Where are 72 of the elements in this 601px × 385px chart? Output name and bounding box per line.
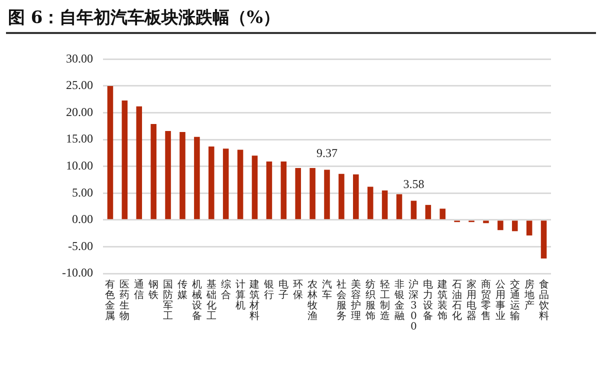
x-tick-label: 食品饮料 bbox=[538, 278, 549, 322]
bar bbox=[122, 100, 128, 220]
x-tick-label: 银行 bbox=[263, 279, 274, 301]
y-tick-label: 5.00 bbox=[72, 185, 93, 200]
x-tick-label: 农林牧渔 bbox=[306, 279, 318, 322]
y-tick-label: 0.00 bbox=[72, 212, 93, 226]
bar bbox=[165, 130, 171, 220]
bar bbox=[107, 86, 114, 220]
x-tick-label: 交通运输 bbox=[510, 278, 520, 322]
x-tick-label: 综合 bbox=[220, 278, 231, 301]
bar bbox=[266, 162, 272, 220]
bar bbox=[237, 150, 244, 220]
bar bbox=[208, 146, 214, 220]
x-tick-label: 医药生物 bbox=[120, 279, 130, 322]
y-tick-label: 10.00 bbox=[66, 158, 93, 173]
bar bbox=[425, 204, 432, 220]
bar bbox=[353, 174, 359, 220]
x-tick-label: 家用电器 bbox=[466, 278, 477, 322]
x-tick-label: 传媒 bbox=[177, 279, 188, 301]
y-tick-label: 25.00 bbox=[66, 78, 93, 92]
bar bbox=[498, 220, 504, 230]
x-tick-label: 纺织服饰 bbox=[364, 278, 376, 322]
bar bbox=[410, 200, 417, 220]
bar bbox=[526, 220, 532, 236]
x-tick-label: 沪深300 bbox=[408, 278, 419, 332]
bar bbox=[338, 174, 344, 220]
x-tick-label: 有色金属 bbox=[105, 278, 116, 322]
bar bbox=[324, 170, 330, 220]
y-tick-label: -10.00 bbox=[62, 266, 93, 280]
bar bbox=[540, 220, 547, 258]
y-tick-label: -5.00 bbox=[68, 238, 93, 253]
bar bbox=[367, 186, 374, 220]
x-tick-label: 美容护理 bbox=[350, 278, 361, 322]
bar bbox=[150, 124, 156, 220]
bar bbox=[252, 156, 258, 220]
bar bbox=[295, 168, 301, 220]
x-tick-label: 石油石化 bbox=[452, 279, 462, 322]
bar bbox=[310, 168, 316, 220]
x-tick-label: 环保 bbox=[293, 279, 304, 301]
x-tick-label: 轻工制造 bbox=[380, 278, 390, 322]
y-tick-label: 20.00 bbox=[66, 104, 93, 119]
x-tick-label: 建筑材料 bbox=[248, 278, 260, 322]
x-tick-label: 商贸零售 bbox=[480, 278, 491, 322]
bar bbox=[483, 220, 489, 224]
y-tick-label: 30.00 bbox=[66, 51, 93, 66]
x-tick-label: 电子 bbox=[278, 278, 289, 301]
x-tick-label: 公用事业 bbox=[495, 278, 506, 322]
x-tick-label: 建筑装饰 bbox=[436, 278, 448, 322]
x-tick-label: 汽车 bbox=[322, 278, 332, 301]
x-tick-label: 计算机 bbox=[235, 278, 246, 312]
bar bbox=[180, 132, 186, 220]
x-tick-label: 国防军工 bbox=[163, 279, 174, 322]
x-tick-label: 钢铁 bbox=[148, 279, 159, 301]
bar bbox=[382, 190, 388, 220]
x-tick-label: 社会服务 bbox=[336, 278, 346, 322]
x-tick-label: 基础化工 bbox=[205, 278, 216, 322]
data-label: 9.37 bbox=[316, 146, 338, 160]
x-tick-label: 机械设备 bbox=[192, 278, 202, 322]
x-tick-label: 通信 bbox=[134, 278, 144, 301]
y-tick-label: 15.00 bbox=[66, 132, 93, 146]
bar bbox=[136, 106, 142, 220]
bar bbox=[396, 194, 402, 220]
chart-title: 图 6：自年初汽车板块涨跌幅（%） bbox=[8, 7, 280, 29]
x-tick-label: 房地产 bbox=[523, 278, 534, 312]
bar bbox=[194, 136, 200, 220]
x-tick-label: 非银金融 bbox=[393, 278, 404, 322]
data-label: 3.58 bbox=[403, 176, 424, 191]
bar bbox=[512, 220, 518, 232]
bar bbox=[280, 162, 287, 220]
bar bbox=[440, 208, 446, 220]
bar bbox=[222, 148, 229, 220]
x-tick-label: 电力设备 bbox=[423, 278, 434, 322]
